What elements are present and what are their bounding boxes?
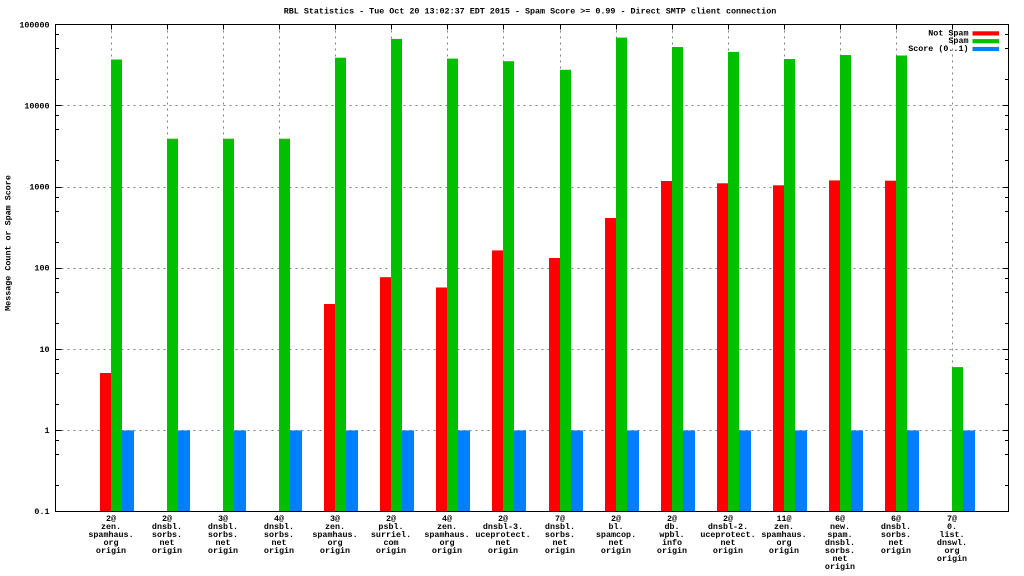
svg-text:origin: origin (545, 546, 575, 556)
svg-text:org: org (776, 538, 791, 548)
svg-text:zen.: zen. (101, 522, 121, 532)
svg-text:2@: 2@ (611, 514, 621, 524)
svg-text:spamcop.: spamcop. (596, 530, 636, 540)
svg-text:net: net (608, 538, 623, 548)
svg-text:origin: origin (96, 546, 126, 556)
svg-text:origin: origin (432, 546, 462, 556)
svg-text:100000: 100000 (19, 20, 49, 30)
svg-text:4@: 4@ (274, 514, 284, 524)
svg-text:list.: list. (939, 530, 964, 540)
svg-text:Spam: Spam (948, 36, 968, 46)
svg-text:sorbs.: sorbs. (264, 530, 294, 540)
svg-text:org: org (439, 538, 454, 548)
svg-text:100: 100 (34, 264, 49, 274)
svg-text:6@: 6@ (891, 514, 901, 524)
svg-text:zen.: zen. (437, 522, 457, 532)
svg-text:dnswl.: dnswl. (937, 538, 967, 548)
svg-text:origin: origin (713, 546, 743, 556)
svg-text:zen.: zen. (774, 522, 794, 532)
svg-text:0.1: 0.1 (34, 507, 49, 517)
svg-text:net: net (271, 538, 286, 548)
svg-text:sorbs.: sorbs. (825, 546, 855, 556)
svg-text:net: net (888, 538, 903, 548)
svg-text:2@: 2@ (498, 514, 508, 524)
svg-text:origin: origin (601, 546, 631, 556)
svg-text:origin: origin (264, 546, 294, 556)
svg-text:origin: origin (488, 546, 518, 556)
svg-text:dnsbl.: dnsbl. (208, 522, 238, 532)
svg-text:2@: 2@ (106, 514, 116, 524)
svg-text:uceprotect.: uceprotect. (475, 530, 530, 540)
svg-text:sorbs.: sorbs. (545, 530, 575, 540)
svg-text:0.: 0. (947, 522, 957, 532)
svg-text:6@: 6@ (835, 514, 845, 524)
svg-text:org: org (327, 538, 342, 548)
svg-text:7@: 7@ (555, 514, 565, 524)
svg-text:origin: origin (769, 546, 799, 556)
svg-text:Message Count or Spam Score: Message Count or Spam Score (4, 175, 14, 311)
svg-text:com: com (383, 538, 398, 548)
svg-text:origin: origin (657, 546, 687, 556)
svg-text:dnsbl-2.: dnsbl-2. (708, 522, 748, 532)
svg-text:dnsbl.: dnsbl. (264, 522, 294, 532)
svg-text:4@: 4@ (442, 514, 452, 524)
svg-text:net: net (159, 538, 174, 548)
svg-text:zen.: zen. (325, 522, 345, 532)
svg-text:dnsbl.: dnsbl. (545, 522, 575, 532)
svg-text:psbl.: psbl. (378, 522, 403, 532)
svg-text:7@: 7@ (947, 514, 957, 524)
svg-text:origin: origin (376, 546, 406, 556)
svg-text:net: net (832, 554, 847, 564)
svg-text:spamhaus.: spamhaus. (312, 530, 357, 540)
svg-text:surriel.: surriel. (371, 530, 411, 540)
svg-text:Score (0..1): Score (0..1) (908, 44, 968, 54)
svg-text:2@: 2@ (162, 514, 172, 524)
svg-text:new.: new. (830, 522, 850, 532)
svg-text:1: 1 (44, 426, 49, 436)
svg-text:origin: origin (881, 546, 911, 556)
svg-text:spamhaus.: spamhaus. (761, 530, 806, 540)
svg-text:spam.: spam. (827, 530, 852, 540)
svg-text:info: info (662, 538, 682, 548)
svg-text:origin: origin (937, 554, 967, 564)
svg-text:uceprotect.: uceprotect. (700, 530, 755, 540)
svg-text:origin: origin (320, 546, 350, 556)
svg-text:org: org (103, 538, 118, 548)
svg-text:3@: 3@ (330, 514, 340, 524)
svg-text:org: org (944, 546, 959, 556)
svg-text:2@: 2@ (386, 514, 396, 524)
svg-text:2@: 2@ (723, 514, 733, 524)
svg-text:dnsbl-3.: dnsbl-3. (483, 522, 523, 532)
svg-text:wpbl.: wpbl. (659, 530, 684, 540)
svg-text:net: net (495, 538, 510, 548)
svg-text:1000: 1000 (29, 183, 49, 193)
svg-text:origin: origin (208, 546, 238, 556)
svg-text:Not Spam: Not Spam (928, 28, 968, 38)
svg-text:3@: 3@ (218, 514, 228, 524)
svg-text:sorbs.: sorbs. (208, 530, 238, 540)
svg-text:dnsbl.: dnsbl. (825, 538, 855, 548)
svg-text:RBL Statistics - Tue Oct 20 13: RBL Statistics - Tue Oct 20 13:02:37 EDT… (284, 7, 777, 17)
svg-text:dnsbl.: dnsbl. (152, 522, 182, 532)
svg-text:net: net (720, 538, 735, 548)
svg-text:origin: origin (825, 562, 855, 572)
svg-text:net: net (552, 538, 567, 548)
svg-text:11@: 11@ (776, 514, 791, 524)
svg-text:spamhaus.: spamhaus. (424, 530, 469, 540)
svg-text:2@: 2@ (667, 514, 677, 524)
svg-text:sorbs.: sorbs. (152, 530, 182, 540)
svg-text:spamhaus.: spamhaus. (88, 530, 133, 540)
svg-text:sorbs.: sorbs. (881, 530, 911, 540)
svg-text:origin: origin (152, 546, 182, 556)
svg-text:10: 10 (39, 345, 49, 355)
svg-text:dnsbl.: dnsbl. (881, 522, 911, 532)
svg-text:db.: db. (664, 522, 679, 532)
svg-text:10000: 10000 (24, 101, 49, 111)
svg-text:bl.: bl. (608, 522, 623, 532)
svg-text:net: net (215, 538, 230, 548)
